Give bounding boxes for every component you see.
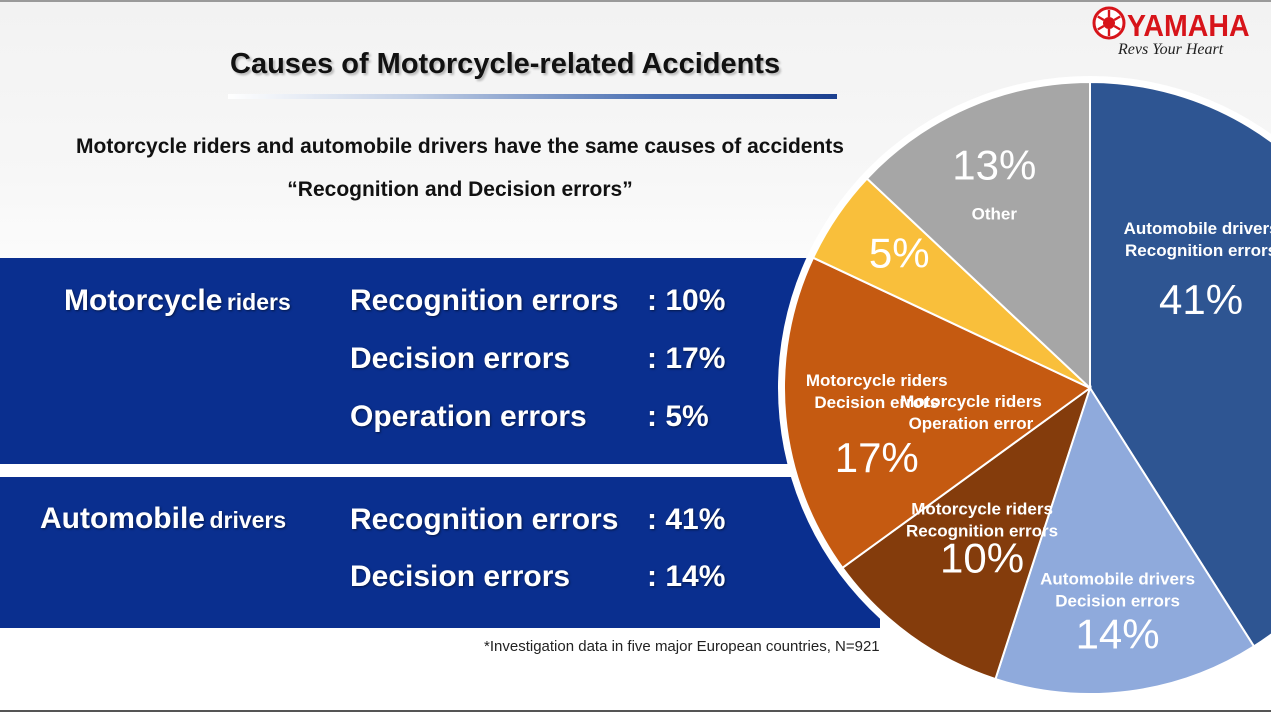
automobile-drivers-panel xyxy=(0,477,880,628)
row-label: Decision errors xyxy=(350,342,571,375)
logo-tagline: Revs Your Heart xyxy=(1118,41,1224,58)
pie-label-2-line-0: Motorcycle riders xyxy=(911,500,1053,519)
pie-label-1-line-0: Automobile drivers xyxy=(1040,570,1195,589)
logo-brand-text: YAMAHA xyxy=(1127,8,1250,43)
row-label: Operation errors xyxy=(350,400,587,433)
automobile-recognition-row: Recognition errors : 41% xyxy=(350,503,725,537)
pie-label-0-line-0: Automobile drivers xyxy=(1124,219,1271,238)
motorcycle-label-big: Motorcycle xyxy=(64,284,223,317)
top-border xyxy=(0,0,1271,2)
pie-label-3-pct: 17% xyxy=(835,434,919,481)
pie-label-3-line-0: Motorcycle riders xyxy=(806,371,948,390)
row-value: : 10% xyxy=(647,284,726,317)
automobile-decision-row: Decision errors : 14% xyxy=(350,560,725,594)
title-underline xyxy=(228,94,837,99)
motorcycle-riders-label: Motorcycle riders xyxy=(64,284,291,318)
motorcycle-riders-panel xyxy=(0,258,840,464)
motorcycle-decision-row: Decision errors : 17% xyxy=(350,342,725,376)
tuning-fork-emblem-icon xyxy=(1092,6,1126,40)
pie-slice-2 xyxy=(841,385,1092,681)
motorcycle-operation-row: Operation errors : 5% xyxy=(350,400,709,434)
pie-slice-3 xyxy=(783,256,1092,570)
page-title: Causes of Motorcycle-related Accidents xyxy=(230,48,781,80)
row-label: Recognition errors xyxy=(350,503,619,536)
automobile-label-small: drivers xyxy=(209,507,287,533)
pie-slice-5 xyxy=(865,80,1091,391)
pie-label-3-line-1: Decision errors xyxy=(814,393,939,412)
subtitle-line-2: “Recognition and Decision errors” xyxy=(287,178,633,201)
pie-label-4-pct: 5% xyxy=(869,229,930,276)
pie-slice-1 xyxy=(994,385,1256,695)
yamaha-logo: YAMAHA Revs Your Heart xyxy=(1092,6,1262,66)
pie-label-0-line-1: Recognition errors xyxy=(1125,241,1271,260)
automobile-drivers-label: Automobile drivers xyxy=(40,502,286,536)
row-value: : 14% xyxy=(647,560,726,593)
pie-label-5-line-0: Other xyxy=(972,205,1018,224)
row-label: Recognition errors xyxy=(350,284,619,317)
footnote: *Investigation data in five major Europe… xyxy=(484,638,880,655)
pie-label-0-pct: 41% xyxy=(1159,276,1243,323)
pie-label-1-line-1: Decision errors xyxy=(1055,592,1180,611)
pie-label-1-pct: 14% xyxy=(1076,611,1160,658)
pie-label-4-line-0: Motorcycle riders xyxy=(900,392,1042,411)
pie-label-2-line-1: Recognition errors xyxy=(906,522,1058,541)
automobile-label-big: Automobile xyxy=(40,502,205,535)
row-value: : 41% xyxy=(647,503,726,536)
motorcycle-label-small: riders xyxy=(226,289,291,315)
row-value: : 17% xyxy=(647,342,726,375)
bottom-border xyxy=(0,710,1271,712)
pie-label-5-pct: 13% xyxy=(952,142,1036,189)
subtitle-line-1: Motorcycle riders and automobile drivers… xyxy=(76,135,844,158)
row-value: : 5% xyxy=(647,400,709,433)
pie-label-4-line-1: Operation error xyxy=(909,414,1034,433)
pie-slice-0 xyxy=(1089,80,1271,648)
motorcycle-recognition-row: Recognition errors : 10% xyxy=(350,284,725,318)
pie-label-2-pct: 10% xyxy=(940,535,1024,582)
row-label: Decision errors xyxy=(350,560,571,593)
